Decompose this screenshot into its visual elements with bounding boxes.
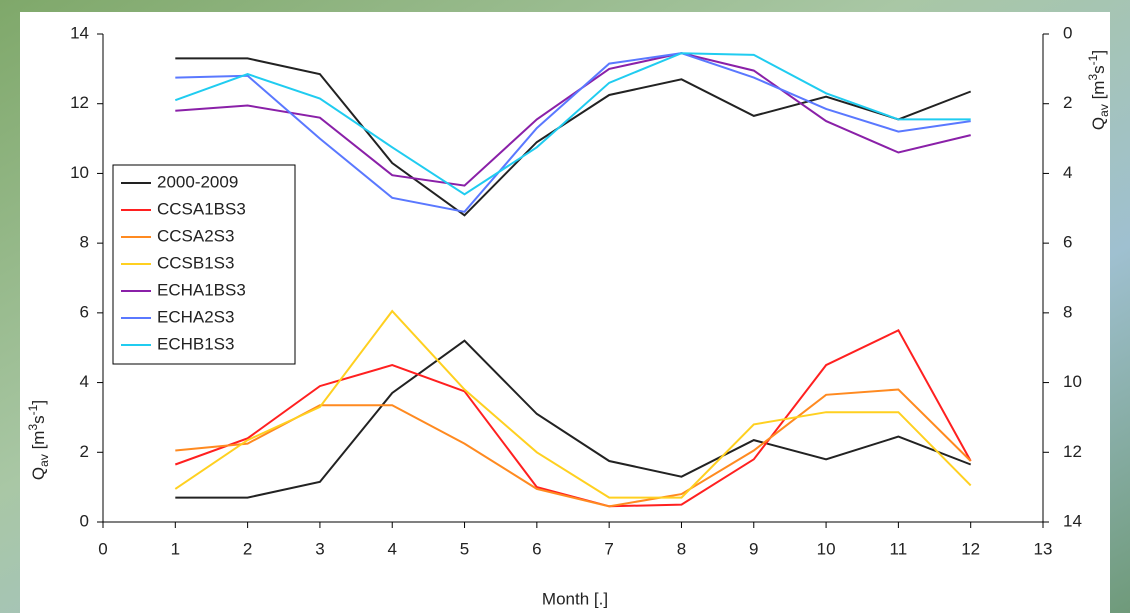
legend-label: ECHA2S3 [157,307,234,326]
axis-label-part: [m [29,431,48,455]
x-tick-label: 8 [677,539,686,558]
y2-tick-label: 12 [1063,442,1082,461]
x-tick-label: 6 [532,539,541,558]
axis-label-part: [m [1089,81,1108,105]
axis-label-part: Q [1089,117,1108,130]
x-tick-label: 10 [817,539,836,558]
y2-tick-label: 10 [1063,372,1082,391]
x-tick-label: 9 [749,539,758,558]
x-axis-label: Month [.] [542,589,608,608]
y-tick-label: 8 [80,233,89,252]
x-tick-label: 11 [890,539,908,558]
axis-label-part: s [1089,65,1108,74]
legend-label: ECHB1S3 [157,334,234,353]
y2-tick-label: 0 [1063,23,1072,42]
axis-label-part: ] [29,400,48,405]
axis-label-part: av [1097,104,1111,117]
y2-tick-label: 4 [1063,163,1072,182]
x-tick-label: 4 [387,539,396,558]
y2-tick-label: 6 [1063,233,1072,252]
y-tick-label: 0 [80,511,89,530]
x-tick-label: 12 [961,539,980,558]
legend-label: 2000-2009 [157,172,238,191]
legend-label: CCSA1BS3 [157,199,246,218]
y2-tick-label: 8 [1063,302,1072,321]
y2-tick-label: 2 [1063,93,1072,112]
y-tick-label: 12 [70,93,89,112]
y-tick-label: 4 [80,372,89,391]
x-tick-label: 3 [315,539,324,558]
axis-label-part: av [37,454,51,467]
x-tick-label: 13 [1034,539,1053,558]
y-tick-label: 2 [80,442,89,461]
axis-label-part: -1 [26,404,40,415]
y-tick-label: 10 [70,163,89,182]
x-tick-label: 7 [604,539,613,558]
x-tick-label: 5 [460,539,469,558]
y-tick-label: 6 [80,302,89,321]
chart: Month [.] Qav [m3s-1] Qav [m3s-1] 012345… [0,0,1130,613]
axis-label-part: ] [1089,50,1108,55]
page: Month [.] Qav [m3s-1] Qav [m3s-1] 012345… [0,0,1130,613]
y-tick-label: 14 [70,23,89,42]
legend-label: ECHA1BS3 [157,280,246,299]
axis-label-part: -1 [1086,54,1100,65]
y2-tick-label: 14 [1063,511,1082,530]
x-tick-label: 0 [98,539,107,558]
x-tick-label: 2 [243,539,252,558]
legend-label: CCSA2S3 [157,226,234,245]
axis-label-part: s [29,415,48,424]
x-tick-label: 1 [171,539,180,558]
legend-label: CCSB1S3 [157,253,234,272]
axis-label-part: Q [29,467,48,480]
